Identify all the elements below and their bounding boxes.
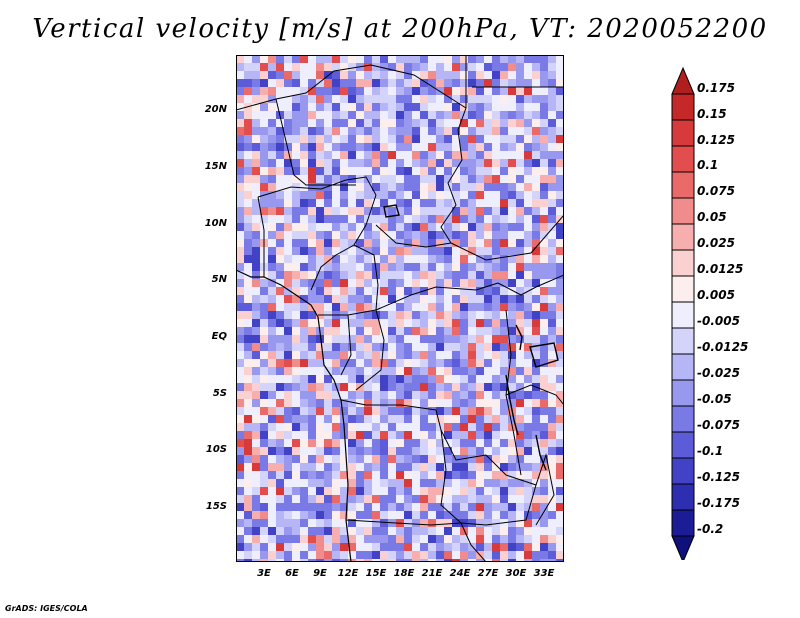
border-sudan-southsudan — [450, 214, 564, 261]
colorbar-label: 0.1 — [697, 158, 719, 172]
colorbar-label: -0.0125 — [697, 340, 749, 354]
lon-tick-label: 15E — [365, 568, 387, 579]
colorbar-swatch — [671, 171, 695, 199]
colorbar-arrow-bottom — [671, 535, 695, 560]
lat-tick-label: 5S — [212, 388, 227, 399]
border-cameroon-car — [353, 244, 379, 311]
lake-malawi — [535, 434, 547, 471]
colorbar-swatch — [671, 457, 695, 485]
velocity-field — [236, 55, 564, 562]
lat-tick-label: 10N — [204, 218, 227, 229]
lat-tick-label: 15N — [204, 161, 227, 172]
lon-tick-label: 24E — [449, 568, 471, 579]
lake-chad — [383, 204, 400, 218]
border-angola-drc — [340, 399, 487, 461]
colorbar-label: 0.075 — [697, 184, 735, 198]
colorbar-swatch — [671, 483, 695, 511]
map-title: Vertical velocity [m/s] at 200hPa, VT: 2… — [32, 14, 768, 44]
colorbar-swatch — [671, 353, 695, 381]
colorbar-arrow-top — [671, 66, 695, 95]
grads-credit: GrADS: IGES/COLA — [5, 604, 88, 613]
coastline — [236, 269, 352, 562]
colorbar-swatches — [671, 66, 695, 560]
colorbar-label: 0.125 — [697, 133, 735, 147]
colorbar-label: -0.05 — [697, 392, 732, 406]
border-angola-namibia — [345, 519, 462, 526]
border-southsudan-ethiopia — [497, 274, 564, 296]
border-niger-nigeria — [257, 176, 377, 198]
colorbar-label: 0.005 — [697, 288, 735, 302]
border-nigeria-benin — [257, 196, 265, 277]
lat-tick-label: 20N — [204, 104, 227, 115]
lat-tick-label: EQ — [211, 331, 227, 342]
colorbar-label: 0.025 — [697, 236, 735, 250]
gulf-of-guinea-coast — [317, 316, 352, 562]
lat-tick-label: 5N — [211, 274, 227, 285]
lake-albert — [515, 324, 523, 351]
colorbar-label: -0.2 — [697, 522, 724, 536]
colorbar-label: -0.175 — [697, 496, 740, 510]
colorbar-label: -0.075 — [697, 418, 740, 432]
lake-tanganyika — [505, 374, 519, 436]
lon-tick-label: 33E — [533, 568, 555, 579]
colorbar-label: -0.125 — [697, 470, 740, 484]
border-chad-sudan — [440, 107, 467, 244]
colorbar-swatch — [671, 223, 695, 251]
colorbar-label: 0.05 — [697, 210, 727, 224]
west-africa-coast — [236, 269, 319, 318]
map-panel — [236, 55, 564, 562]
lon-tick-label: 3E — [257, 568, 271, 579]
colorbar-swatch — [671, 145, 695, 173]
lakes — [383, 204, 559, 471]
colorbar-swatch — [671, 301, 695, 329]
colorbar-swatch — [671, 275, 695, 303]
lon-tick-label: 18E — [393, 568, 415, 579]
colorbar-swatch — [671, 327, 695, 355]
colorbar — [671, 66, 695, 560]
border-car-drc — [375, 282, 499, 311]
colorbar-swatch — [671, 197, 695, 225]
colorbar-label: -0.1 — [697, 444, 724, 458]
lat-tick-label: 10S — [205, 444, 227, 455]
lat-tick-label: 15S — [205, 501, 227, 512]
border-tanzania — [505, 384, 564, 406]
colorbar-swatch — [671, 405, 695, 433]
colorbar-swatch — [671, 93, 695, 121]
lon-tick-label: 9E — [313, 568, 327, 579]
colorbar-label: 0.0125 — [697, 262, 744, 276]
border-nigeria-cameroon — [310, 194, 377, 291]
lon-tick-label: 21E — [421, 568, 443, 579]
country-borders — [236, 55, 564, 562]
map-frame — [236, 55, 564, 562]
border-chad-car — [375, 224, 452, 248]
lon-tick-label: 27E — [477, 568, 499, 579]
colorbar-label: 0.175 — [697, 81, 735, 95]
lon-tick-label: 30E — [505, 568, 527, 579]
border-malawi — [535, 453, 555, 526]
border-angola-zambia — [440, 429, 462, 524]
colorbar-swatch — [671, 509, 695, 537]
colorbar-swatch — [671, 119, 695, 147]
colorbar-label: -0.005 — [697, 314, 740, 328]
lon-tick-label: 6E — [285, 568, 299, 579]
border-congo-drc — [355, 309, 385, 391]
colorbar-swatch — [671, 379, 695, 407]
border-zambia-mozambique — [460, 454, 537, 526]
border-gabon-congo — [340, 314, 352, 376]
colorbar-label: -0.025 — [697, 366, 740, 380]
border-botswana — [460, 522, 487, 562]
colorbar-swatch — [671, 431, 695, 459]
lon-tick-label: 12E — [337, 568, 359, 579]
colorbar-swatch — [671, 249, 695, 277]
colorbar-label: 0.15 — [697, 107, 727, 121]
lake-victoria — [529, 342, 559, 368]
